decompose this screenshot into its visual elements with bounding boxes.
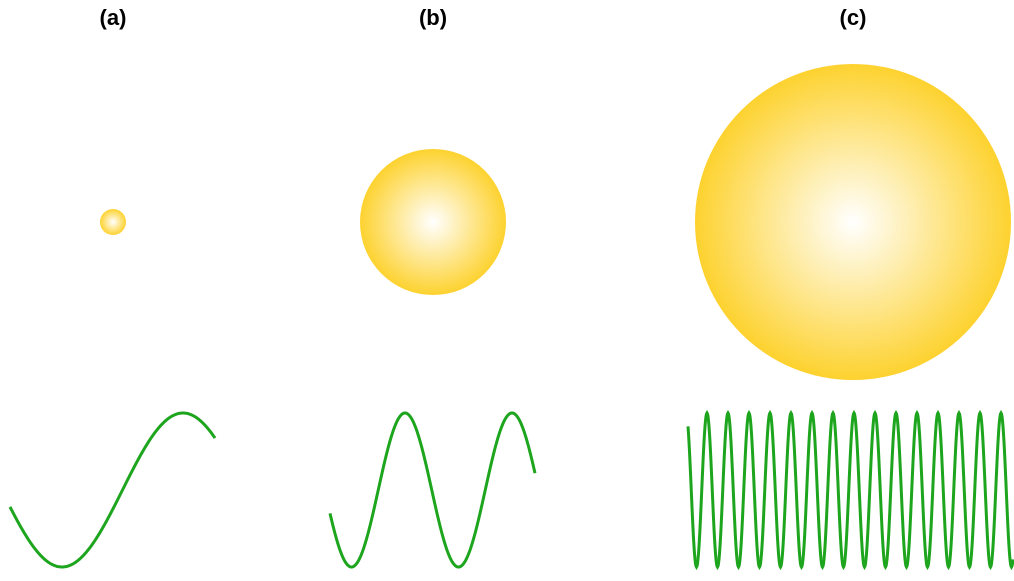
- sphere: [695, 64, 1011, 380]
- diagram: (a) (b) (c): [0, 0, 1014, 581]
- sphere: [360, 149, 506, 295]
- panel-label: (c): [840, 5, 867, 30]
- panel-label: (a): [100, 5, 127, 30]
- wave: [330, 413, 535, 567]
- sphere: [100, 209, 126, 235]
- wave: [10, 413, 215, 567]
- panel-label: (b): [419, 5, 447, 30]
- wave: [688, 413, 1013, 567]
